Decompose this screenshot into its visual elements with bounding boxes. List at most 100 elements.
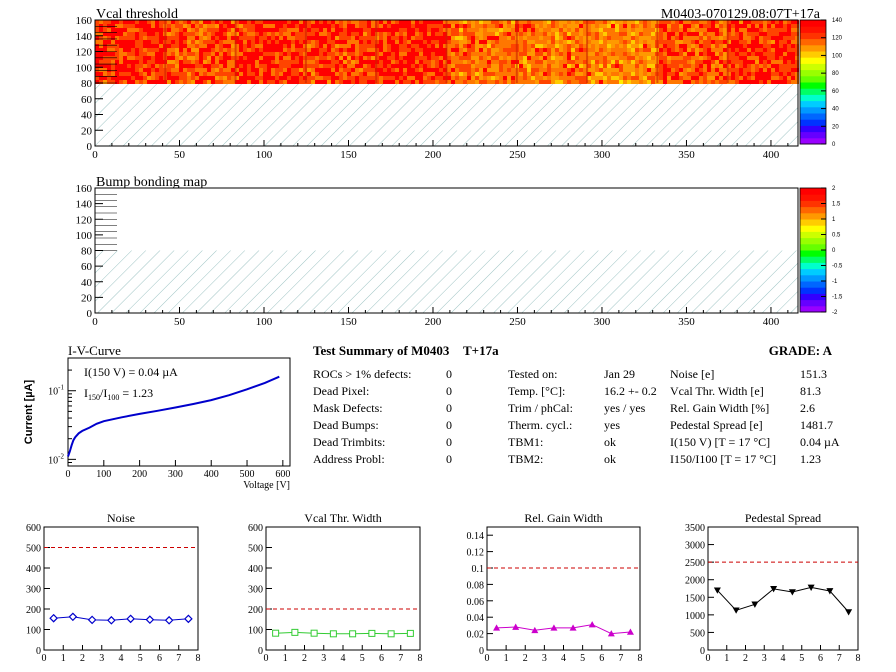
threshold-cell: [207, 72, 211, 76]
threshold-cell: [583, 56, 587, 60]
threshold-cell: [531, 52, 535, 56]
threshold-cell: [427, 20, 431, 24]
y-tick-label: 500: [248, 544, 263, 555]
threshold-cell: [575, 52, 579, 56]
threshold-cell: [159, 72, 163, 76]
threshold-cell: [131, 32, 135, 36]
threshold-cell: [147, 60, 151, 64]
threshold-cell: [599, 28, 603, 32]
y-tick-label: 2500: [685, 558, 705, 569]
threshold-cell: [483, 68, 487, 72]
threshold-cell: [451, 24, 455, 28]
threshold-cell: [355, 48, 359, 52]
threshold-cell: [507, 28, 511, 32]
threshold-cell: [319, 44, 323, 48]
threshold-cell: [739, 40, 743, 44]
threshold-cell: [379, 28, 383, 32]
threshold-cell: [475, 52, 479, 56]
threshold-cell: [131, 64, 135, 68]
threshold-cell: [235, 72, 239, 76]
threshold-cell: [595, 76, 599, 80]
threshold-cell: [551, 48, 555, 52]
threshold-cell: [319, 48, 323, 52]
threshold-cell: [123, 36, 127, 40]
threshold-cell: [295, 48, 299, 52]
threshold-cell: [547, 44, 551, 48]
threshold-cell: [123, 60, 127, 64]
threshold-cell: [451, 32, 455, 36]
threshold-cell: [527, 48, 531, 52]
threshold-cell: [595, 68, 599, 72]
threshold-cell: [171, 56, 175, 60]
threshold-cell: [491, 32, 495, 36]
threshold-cell: [731, 64, 735, 68]
threshold-cell: [271, 48, 275, 52]
threshold-cell: [207, 28, 211, 32]
threshold-cell: [167, 56, 171, 60]
colorbar-bin: [800, 75, 826, 83]
threshold-cell: [327, 52, 331, 56]
threshold-cell: [363, 20, 367, 24]
threshold-cell: [567, 24, 571, 28]
threshold-cell: [359, 64, 363, 68]
threshold-cell: [607, 24, 611, 28]
threshold-cell: [227, 28, 231, 32]
threshold-cell: [659, 48, 663, 52]
threshold-cell: [299, 20, 303, 24]
threshold-cell: [131, 28, 135, 32]
x-tick-label: 7: [618, 653, 623, 664]
y-tick-label: 0.04: [467, 613, 485, 624]
threshold-cell: [715, 40, 719, 44]
threshold-cell: [651, 60, 655, 64]
threshold-cell: [387, 80, 391, 84]
threshold-cell: [503, 80, 507, 84]
threshold-cell: [671, 72, 675, 76]
threshold-cell: [271, 60, 275, 64]
threshold-cell: [259, 72, 263, 76]
threshold-cell: [395, 36, 399, 40]
threshold-cell: [555, 60, 559, 64]
threshold-cell: [367, 24, 371, 28]
threshold-cell: [631, 60, 635, 64]
threshold-cell: [291, 60, 295, 64]
threshold-cell: [663, 52, 667, 56]
threshold-cell: [395, 44, 399, 48]
threshold-cell: [727, 68, 731, 72]
threshold-cell: [387, 52, 391, 56]
threshold-cell: [167, 36, 171, 40]
threshold-cell: [203, 44, 207, 48]
threshold-cell: [107, 72, 111, 76]
threshold-cell: [363, 40, 367, 44]
threshold-cell: [683, 72, 687, 76]
threshold-cell: [707, 60, 711, 64]
threshold-cell: [119, 28, 123, 32]
threshold-cell: [491, 56, 495, 60]
threshold-cell: [399, 76, 403, 80]
threshold-cell: [551, 24, 555, 28]
threshold-cell: [339, 48, 343, 52]
condition-value: ok: [604, 452, 616, 466]
x-tick-label: 7: [837, 653, 842, 664]
threshold-cell: [491, 36, 495, 40]
threshold-cell: [339, 28, 343, 32]
threshold-cell: [291, 36, 295, 40]
threshold-cell: [647, 28, 651, 32]
threshold-cell: [175, 52, 179, 56]
threshold-cell: [463, 44, 467, 48]
threshold-cell: [471, 80, 475, 84]
threshold-cell: [619, 76, 623, 80]
threshold-cell: [243, 40, 247, 44]
threshold-cell: [107, 48, 111, 52]
threshold-cell: [155, 44, 159, 48]
y-tick-label: 120: [76, 214, 93, 226]
threshold-cell: [571, 76, 575, 80]
threshold-cell: [443, 44, 447, 48]
threshold-cell: [239, 52, 243, 56]
threshold-cell: [459, 36, 463, 40]
summary-title: Test Summary of M0403: [313, 343, 450, 358]
threshold-cell: [459, 32, 463, 36]
threshold-cell: [467, 36, 471, 40]
threshold-cell: [495, 40, 499, 44]
threshold-cell: [699, 36, 703, 40]
threshold-cell: [791, 52, 795, 56]
